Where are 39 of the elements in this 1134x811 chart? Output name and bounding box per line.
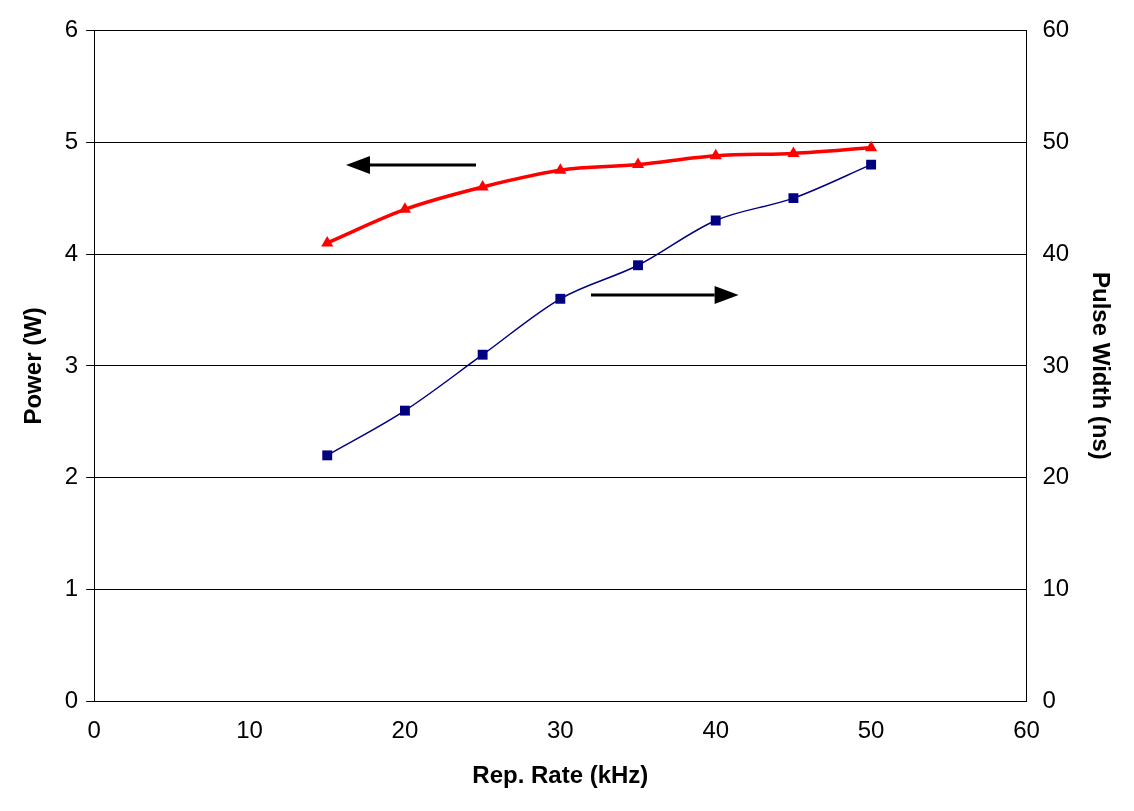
point: [788, 193, 799, 204]
x-axis-title: Rep. Rate (kHz): [472, 761, 649, 789]
y2-axis-title: Pulse Width (ns): [1087, 272, 1115, 460]
point: [554, 163, 567, 174]
y-tick-label: 4: [64, 238, 79, 266]
point: [633, 260, 643, 271]
point: [321, 235, 334, 247]
point: [399, 405, 410, 416]
x-tick-label: 0: [87, 716, 101, 744]
point: [477, 349, 488, 360]
point: [631, 157, 645, 169]
y2-tick-label: 30: [1042, 350, 1070, 378]
y2-tick-label: 40: [1042, 238, 1070, 266]
x-tick-label: 10: [236, 716, 263, 744]
x-tick-label: 60: [1013, 716, 1040, 744]
y2-tick-label: 60: [1042, 15, 1070, 43]
point: [866, 159, 877, 170]
point: [476, 179, 489, 191]
point: [787, 146, 800, 157]
y-tick-label: 1: [64, 574, 79, 602]
y2-tick-label: 20: [1042, 462, 1070, 490]
y-tick-label: 5: [64, 126, 79, 154]
y2-tick-label: 50: [1042, 126, 1070, 154]
y-tick-label: 3: [64, 350, 79, 378]
point: [709, 148, 722, 160]
x-tick-label: 20: [391, 716, 419, 744]
point: [710, 215, 721, 226]
y-axis-title: Power (W): [19, 307, 47, 425]
x-tick-label: 40: [702, 716, 730, 744]
y-tick-label: 0: [64, 686, 79, 714]
y-tick-label: 6: [64, 15, 79, 43]
x-tick-label: 30: [546, 716, 574, 744]
y2-tick-label: 10: [1042, 574, 1070, 602]
point: [322, 450, 333, 461]
point: [555, 293, 566, 304]
y-tick-label: 2: [64, 462, 79, 490]
y2-tick-label: 0: [1042, 686, 1056, 714]
point: [865, 140, 878, 152]
x-tick-label: 50: [857, 716, 885, 744]
